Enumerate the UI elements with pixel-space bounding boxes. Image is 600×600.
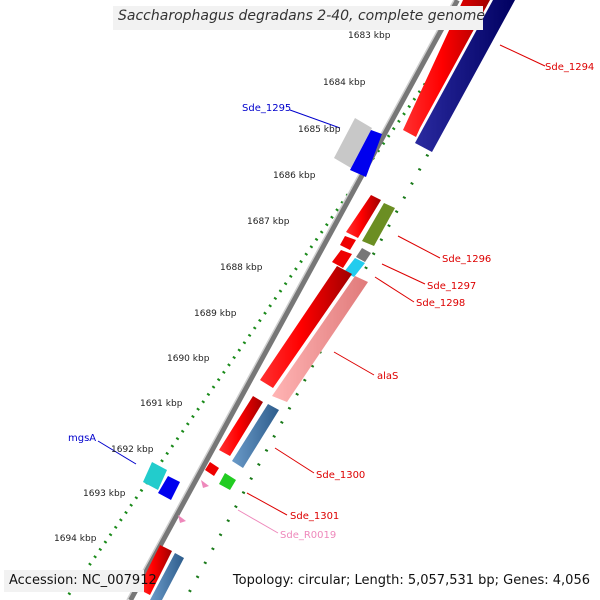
accession-background: [4, 570, 144, 592]
tick-1684: 1684 kbp: [323, 78, 366, 88]
accession-text: Accession: NC_007912: [9, 573, 157, 588]
gene-sde-1297[interactable]: [356, 248, 371, 262]
tick-1689: 1689 kbp: [194, 309, 237, 319]
gene-sde-1295-grey[interactable]: [334, 118, 372, 168]
label-alas[interactable]: alaS: [377, 371, 398, 382]
gene-sde-1295[interactable]: [350, 130, 382, 177]
genome-title: Saccharophagus degradans 2-40, complete …: [118, 8, 485, 24]
tick-1691: 1691 kbp: [140, 399, 183, 409]
tick-1686: 1686 kbp: [273, 171, 316, 181]
label-sde-r0019[interactable]: Sde_R0019: [280, 530, 336, 541]
gene-sde-1301[interactable]: [219, 473, 236, 490]
label-sde-1300[interactable]: Sde_1300: [316, 470, 365, 481]
label-sde-1296[interactable]: Sde_1296: [442, 254, 491, 265]
gene-sde-1296-red[interactable]: [346, 195, 381, 238]
gene-sde-r0019[interactable]: [201, 480, 209, 488]
label-sde-1298[interactable]: Sde_1298: [416, 298, 465, 309]
tick-1687: 1687 kbp: [247, 217, 290, 227]
genome-backbone: [127, 0, 460, 600]
tick-1694: 1694 kbp: [54, 534, 97, 544]
label-sde-1297[interactable]: Sde_1297: [427, 281, 476, 292]
title-background: [113, 6, 483, 30]
gene-sde-1300[interactable]: [232, 404, 279, 468]
label-sde-1294[interactable]: Sde_1294: [545, 62, 594, 73]
tick-1690: 1690 kbp: [167, 354, 210, 364]
gene-alas-red[interactable]: [260, 266, 352, 388]
topology-text: Topology: circular; Length: 5,057,531 bp…: [232, 573, 590, 588]
gene-sde-1298[interactable]: [344, 258, 365, 277]
gene-sde-1296[interactable]: [362, 203, 395, 246]
label-sde-1301[interactable]: Sde_1301: [290, 511, 339, 522]
gene-alas[interactable]: [272, 276, 368, 402]
tick-1692: 1692 kbp: [111, 445, 154, 455]
gene-sde-1300-red[interactable]: [219, 396, 263, 456]
gene-sde-1294-red[interactable]: [403, 0, 490, 137]
tick-1685: 1685 kbp: [298, 125, 341, 135]
gene-mgsa[interactable]: [143, 462, 167, 490]
tick-1688: 1688 kbp: [220, 263, 263, 273]
tick-1693: 1693 kbp: [83, 489, 126, 499]
label-sde-1295[interactable]: Sde_1295: [242, 103, 291, 114]
label-mgsa[interactable]: mgsA: [68, 433, 96, 444]
tick-1683: 1683 kbp: [348, 31, 391, 41]
gene-sde-1294-cds[interactable]: [415, 0, 515, 152]
